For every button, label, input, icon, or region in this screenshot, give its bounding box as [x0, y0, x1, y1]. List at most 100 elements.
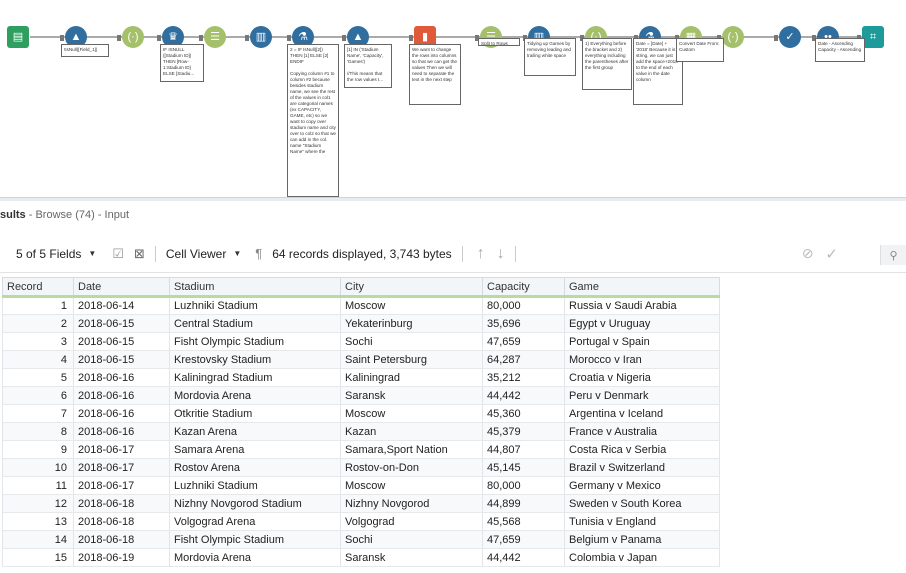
check-icon[interactable]: ✓	[779, 26, 801, 48]
cell-city[interactable]: Volgograd	[340, 512, 483, 531]
cell-stadium[interactable]: Central Stadium	[169, 314, 341, 333]
cell-stadium[interactable]: Fisht Olympic Stadium	[169, 332, 341, 351]
cell-capacity[interactable]: 64,287	[482, 350, 565, 369]
cell-capacity[interactable]: 44,899	[482, 494, 565, 513]
pilcrow-icon[interactable]: ¶	[255, 246, 263, 261]
browse-binoculars-icon[interactable]: ⌗	[862, 26, 884, 48]
transpose-icon[interactable]: ▥	[250, 26, 272, 48]
cell-date[interactable]: 2018-06-18	[73, 512, 170, 531]
cell-city[interactable]: Samara,Sport Nation	[340, 440, 483, 459]
cell-city[interactable]: Saransk	[340, 548, 483, 567]
cell-city[interactable]: Moscow	[340, 476, 483, 495]
cell-stadium[interactable]: Fisht Olympic Stadium	[169, 530, 341, 549]
cell-record[interactable]: 4	[2, 350, 74, 369]
table-row[interactable]: 5 2018-06-16 Kaliningrad Stadium Kaliningra…	[2, 368, 720, 387]
workflow-canvas[interactable]: ▤ ▲ (·) ♛ ☰ ▥ ⚗ ▲ ▮ ☰ ▥ (·) ⚗ ▦ (·) ✓ •• ⌗ !IsNull([Field…	[0, 0, 906, 197]
cell-capacity[interactable]: 47,659	[482, 530, 565, 549]
table-row[interactable]: 4 2018-06-15 Krestovsky Stadium Saint Peter…	[2, 350, 720, 369]
select-all-checkbox-icon[interactable]: ☑	[112, 245, 124, 261]
arrow-up-icon[interactable]: ↑	[476, 244, 485, 262]
cell-record[interactable]: 8	[2, 422, 74, 441]
cell-game[interactable]: Russia v Saudi Arabia	[564, 296, 720, 315]
cell-city[interactable]: Kaliningrad	[340, 368, 483, 387]
cell-game[interactable]: Costa Rica v Serbia	[564, 440, 720, 459]
cell-game[interactable]: Tunisia v England	[564, 512, 720, 531]
table-row[interactable]: 12 2018-06-18 Nizhny Novgorod Stadium Nizhn…	[2, 494, 720, 513]
lab-flask-icon[interactable]: ⚗	[292, 26, 314, 48]
cell-city[interactable]: Moscow	[340, 296, 483, 315]
cell-record[interactable]: 7	[2, 404, 74, 423]
table-row[interactable]: 9 2018-06-17 Samara Arena Samara,Sport Nati…	[2, 440, 720, 459]
cell-game[interactable]: Germany v Mexico	[564, 476, 720, 495]
cell-date[interactable]: 2018-06-15	[73, 332, 170, 351]
cell-game[interactable]: Morocco v Iran	[564, 350, 720, 369]
cell-stadium[interactable]: Mordovia Arena	[169, 386, 341, 405]
cell-game[interactable]: Brazil v Switzerland	[564, 458, 720, 477]
cell-record[interactable]: 10	[2, 458, 74, 477]
cell-record[interactable]: 11	[2, 476, 74, 495]
cell-game[interactable]: Sweden v South Korea	[564, 494, 720, 513]
cell-record[interactable]: 1	[2, 296, 74, 315]
cell-stadium[interactable]: Luzhniki Stadium	[169, 296, 341, 315]
table-row[interactable]: 6 2018-06-16 Mordovia Arena Saransk 44,442 Pe…	[2, 386, 720, 405]
column-header-record[interactable]: Record	[2, 277, 74, 298]
multi-field-icon[interactable]: (·)	[722, 26, 744, 48]
cell-game[interactable]: Argentina v Iceland	[564, 404, 720, 423]
cell-stadium[interactable]: Nizhny Novgorod Stadium	[169, 494, 341, 513]
arrow-down-icon[interactable]: ↓	[496, 244, 505, 262]
pane-splitter[interactable]	[0, 197, 906, 201]
crosstab-icon[interactable]: ♛	[162, 26, 184, 48]
input-book-icon[interactable]: ▤	[7, 26, 29, 48]
cell-capacity[interactable]: 80,000	[482, 296, 565, 315]
column-header-date[interactable]: Date	[73, 277, 170, 298]
text-to-columns-icon[interactable]: ▮	[414, 26, 436, 48]
cell-date[interactable]: 2018-06-16	[73, 386, 170, 405]
multi-field-icon[interactable]: (·)	[122, 26, 144, 48]
cell-stadium[interactable]: Luzhniki Stadium	[169, 476, 341, 495]
cell-city[interactable]: Nizhny Novgorod	[340, 494, 483, 513]
cell-record[interactable]: 5	[2, 368, 74, 387]
column-header-city[interactable]: City	[340, 277, 483, 298]
cell-capacity[interactable]: 45,360	[482, 404, 565, 423]
cell-record[interactable]: 6	[2, 386, 74, 405]
table-row[interactable]: 7 2018-06-16 Otkritie Stadium Moscow 45,360 A…	[2, 404, 720, 423]
formula-icon[interactable]: ▲	[65, 26, 87, 48]
table-row[interactable]: 8 2018-06-16 Kazan Arena Kazan 45,379 France …	[2, 422, 720, 441]
cell-city[interactable]: Saint Petersburg	[340, 350, 483, 369]
cell-date[interactable]: 2018-06-15	[73, 314, 170, 333]
table-row[interactable]: 15 2018-06-19 Mordovia Arena Saransk 44,442 C…	[2, 548, 720, 567]
table-row[interactable]: 3 2018-06-15 Fisht Olympic Stadium Sochi 47,…	[2, 332, 720, 351]
checkmark-icon[interactable]: ✓	[825, 245, 838, 263]
cell-stadium[interactable]: Volgograd Arena	[169, 512, 341, 531]
cell-capacity[interactable]: 80,000	[482, 476, 565, 495]
cell-record[interactable]: 12	[2, 494, 74, 513]
cell-capacity[interactable]: 35,696	[482, 314, 565, 333]
cell-stadium[interactable]: Samara Arena	[169, 440, 341, 459]
cell-date[interactable]: 2018-06-16	[73, 404, 170, 423]
cell-capacity[interactable]: 44,807	[482, 440, 565, 459]
cell-game[interactable]: Portugal v Spain	[564, 332, 720, 351]
cell-record[interactable]: 13	[2, 512, 74, 531]
fields-dropdown[interactable]: 5 of 5 Fields ▼	[16, 247, 96, 261]
cell-city[interactable]: Moscow	[340, 404, 483, 423]
column-header-capacity[interactable]: Capacity	[482, 277, 565, 298]
cell-game[interactable]: Croatia v Nigeria	[564, 368, 720, 387]
results-grid[interactable]: Record Date Stadium City Capacity Game 1 2018-…	[2, 277, 720, 567]
cell-stadium[interactable]: Kazan Arena	[169, 422, 341, 441]
cell-capacity[interactable]: 45,379	[482, 422, 565, 441]
cell-date[interactable]: 2018-06-14	[73, 296, 170, 315]
cell-capacity[interactable]: 44,442	[482, 548, 565, 567]
table-row[interactable]: 11 2018-06-17 Luzhniki Stadium Moscow 80,000…	[2, 476, 720, 495]
cell-capacity[interactable]: 44,442	[482, 386, 565, 405]
cell-record[interactable]: 2	[2, 314, 74, 333]
deselect-icon[interactable]: ⊠	[133, 245, 145, 261]
table-row[interactable]: 13 2018-06-18 Volgograd Arena Volgograd 45,5…	[2, 512, 720, 531]
select-icon[interactable]: ☰	[204, 26, 226, 48]
cell-record[interactable]: 14	[2, 530, 74, 549]
cell-game[interactable]: Belgium v Panama	[564, 530, 720, 549]
cell-city[interactable]: Kazan	[340, 422, 483, 441]
cell-stadium[interactable]: Mordovia Arena	[169, 548, 341, 567]
cell-capacity[interactable]: 45,145	[482, 458, 565, 477]
cell-record[interactable]: 9	[2, 440, 74, 459]
formula-icon[interactable]: ▲	[347, 26, 369, 48]
